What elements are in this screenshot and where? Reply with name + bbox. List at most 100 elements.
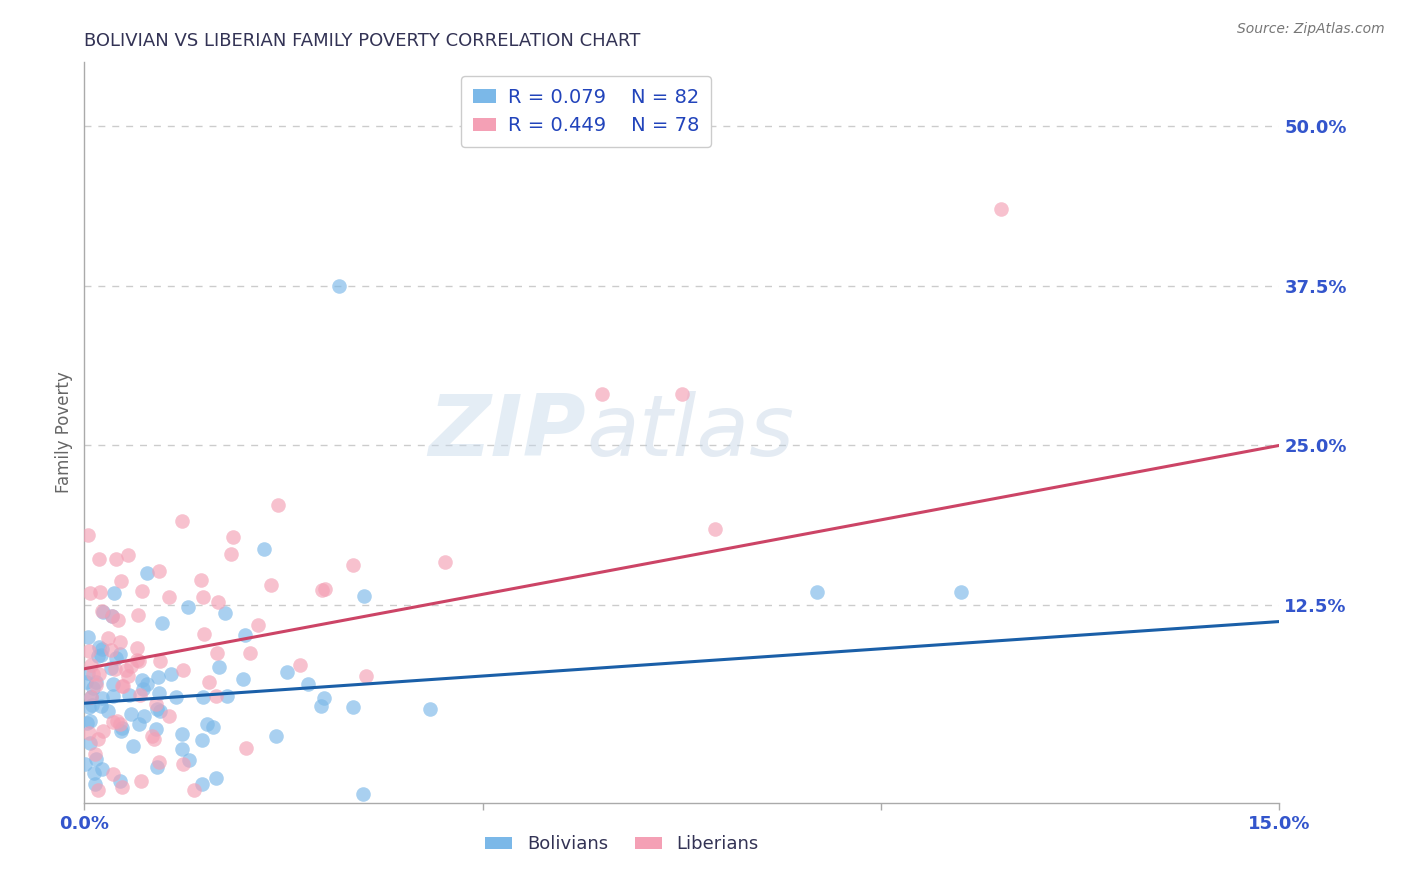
Point: [110, 723, 132, 738]
Point: [80, 698, 103, 712]
Point: [75, 757, 97, 772]
Point: [264, 729, 287, 743]
Point: [214, 606, 236, 620]
Point: [104, 552, 127, 566]
Point: [86, 674, 108, 689]
Point: [111, 780, 134, 795]
Point: [91, 604, 114, 618]
Point: [115, 663, 138, 677]
Point: [103, 586, 125, 600]
Point: [146, 760, 169, 774]
Point: [703, 522, 725, 536]
Point: [149, 654, 172, 668]
Point: [97, 631, 120, 645]
Point: [193, 626, 215, 640]
Point: [191, 777, 214, 791]
Point: [117, 668, 139, 682]
Point: [172, 742, 194, 756]
Point: [191, 591, 214, 605]
Point: [84, 747, 107, 761]
Point: [82, 681, 104, 695]
Point: [434, 555, 457, 569]
Point: [183, 783, 205, 797]
Point: [89, 552, 111, 566]
Point: [191, 733, 214, 747]
Point: [221, 530, 243, 544]
Point: [108, 635, 131, 649]
Point: [104, 662, 127, 676]
Point: [170, 514, 193, 528]
Point: [172, 663, 194, 677]
Point: [352, 788, 374, 802]
Point: [207, 595, 229, 609]
Point: [990, 202, 1012, 217]
Point: [195, 716, 218, 731]
Point: [108, 647, 131, 661]
Point: [198, 675, 221, 690]
Point: [110, 574, 132, 588]
Point: [77, 700, 100, 714]
Point: [86, 783, 108, 797]
Point: [145, 697, 167, 711]
Point: [311, 698, 333, 713]
Point: [208, 660, 231, 674]
Point: [148, 756, 170, 770]
Point: [354, 669, 377, 683]
Point: [276, 665, 298, 679]
Point: [89, 640, 111, 654]
Point: [120, 658, 142, 673]
Point: [83, 766, 105, 780]
Point: [142, 731, 165, 746]
Point: [328, 278, 350, 293]
Point: [79, 690, 101, 704]
Point: [215, 689, 238, 703]
Point: [190, 573, 212, 587]
Point: [311, 583, 333, 598]
Text: atlas: atlas: [586, 391, 794, 475]
Point: [90, 762, 112, 776]
Point: [235, 741, 257, 756]
Point: [101, 609, 124, 624]
Point: [131, 583, 153, 598]
Point: [122, 739, 145, 754]
Point: [103, 677, 125, 691]
Point: [129, 773, 152, 788]
Point: [253, 542, 276, 557]
Point: [79, 690, 101, 704]
Point: [111, 679, 134, 693]
Point: [111, 679, 134, 693]
Point: [75, 675, 97, 690]
Point: [90, 699, 112, 714]
Point: [172, 756, 194, 771]
Point: [127, 607, 149, 622]
Point: [118, 688, 141, 702]
Point: [104, 651, 127, 665]
Point: [202, 720, 225, 734]
Point: [83, 777, 105, 791]
Point: [101, 767, 124, 781]
Point: [150, 615, 173, 630]
Point: [111, 721, 134, 735]
Point: [314, 690, 336, 705]
Point: [419, 701, 441, 715]
Point: [160, 667, 183, 681]
Point: [128, 654, 150, 668]
Point: [246, 618, 269, 632]
Point: [77, 726, 100, 740]
Point: [108, 717, 131, 731]
Point: [87, 732, 110, 747]
Point: [125, 653, 148, 667]
Point: [193, 690, 215, 704]
Point: [79, 714, 101, 729]
Point: [148, 685, 170, 699]
Point: [207, 646, 229, 660]
Point: [120, 706, 142, 721]
Point: [77, 666, 100, 681]
Point: [87, 666, 110, 681]
Point: [131, 673, 153, 688]
Point: [79, 736, 101, 750]
Point: [79, 586, 101, 600]
Point: [125, 641, 148, 656]
Point: [135, 566, 157, 581]
Point: [233, 627, 256, 641]
